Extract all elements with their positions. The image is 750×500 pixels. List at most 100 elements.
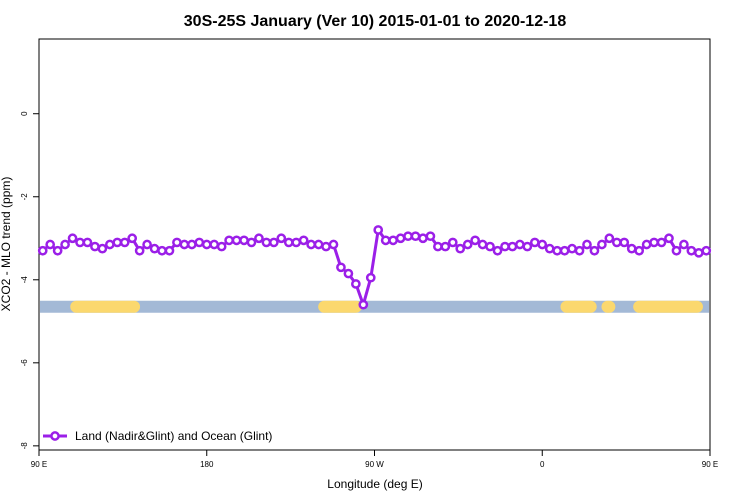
data-point — [119, 237, 130, 248]
data-point — [477, 239, 488, 250]
data-point — [641, 239, 652, 250]
data-point — [544, 243, 555, 254]
data-point — [142, 239, 152, 250]
data-point — [112, 237, 123, 248]
data-point — [611, 237, 622, 248]
y-tick-label: -2 — [20, 193, 29, 201]
chart-title: 30S-25S January (Ver 10) 2015-01-01 to 2… — [184, 13, 567, 30]
data-point — [529, 237, 540, 248]
data-point — [149, 243, 160, 254]
data-point — [97, 243, 108, 254]
data-point — [515, 239, 525, 250]
data-point — [522, 241, 533, 252]
data-point — [403, 231, 413, 242]
data-point — [455, 243, 466, 254]
data-point — [679, 239, 689, 250]
data-point — [552, 245, 563, 256]
data-point — [373, 225, 384, 235]
x-axis-label: Longitude (deg E) — [327, 477, 422, 491]
data-point — [201, 239, 212, 250]
x-axis-ticks: 90 E 180 90 W 0 90 E — [31, 450, 718, 469]
data-point — [186, 239, 197, 250]
data-point — [291, 237, 302, 248]
y-tick-label: -8 — [20, 442, 29, 450]
y-tick-label: -4 — [20, 276, 29, 284]
legend-marker — [50, 431, 60, 441]
data-point — [164, 245, 175, 256]
data-point — [269, 237, 279, 248]
data-point — [127, 233, 138, 244]
data-point — [447, 237, 458, 248]
data-point — [589, 245, 600, 256]
data-point — [239, 235, 249, 246]
data-point — [656, 237, 667, 248]
data-point — [67, 233, 78, 244]
data-point — [283, 237, 294, 248]
y-axis-label: XCO2 - MLO trend (ppm) — [0, 177, 13, 312]
data-point — [395, 233, 406, 244]
data-point — [52, 245, 63, 256]
data-point — [216, 241, 227, 252]
data-point — [134, 245, 145, 256]
y-axis-ticks: 0 -2 -4 -6 -8 — [20, 111, 39, 449]
data-point — [172, 237, 182, 248]
data-point — [313, 239, 324, 250]
data-point — [254, 233, 264, 244]
data-point — [462, 239, 473, 250]
data-point — [157, 245, 167, 256]
series-layer — [37, 225, 712, 310]
data-point — [306, 239, 316, 250]
data-point — [45, 239, 56, 250]
data-point — [626, 243, 637, 254]
x-tick-label: 180 — [200, 460, 214, 469]
x-tick-label: 90 W — [365, 460, 384, 469]
data-point — [582, 239, 592, 250]
data-point — [194, 237, 205, 248]
data-point — [507, 241, 518, 252]
data-point — [649, 237, 659, 248]
data-point — [358, 299, 369, 310]
data-point — [433, 241, 443, 252]
data-point — [276, 233, 287, 244]
data-point — [224, 235, 234, 246]
data-point — [351, 279, 361, 289]
data-point — [537, 239, 548, 250]
x-tick-label: 90 E — [31, 460, 47, 469]
data-point — [388, 235, 398, 246]
legend: Land (Nadir&Glint) and Ocean (Glint) — [43, 429, 272, 443]
x-tick-label: 0 — [540, 460, 545, 469]
data-point — [425, 231, 436, 242]
data-point — [701, 245, 712, 256]
data-point — [410, 231, 421, 242]
data-point — [209, 239, 220, 250]
data-point — [104, 239, 115, 250]
data-point — [686, 245, 697, 256]
data-point — [693, 247, 704, 258]
data-point — [321, 241, 331, 252]
data-point — [82, 237, 93, 248]
data-point — [60, 239, 70, 250]
data-point — [37, 245, 48, 256]
data-point — [604, 233, 615, 244]
data-point — [328, 239, 339, 250]
data-point — [500, 241, 510, 252]
data-point — [567, 243, 577, 254]
data-point — [336, 262, 346, 273]
data-point — [597, 239, 607, 250]
x-tick-label: 90 E — [702, 460, 718, 469]
data-point — [418, 233, 428, 244]
data-point — [634, 245, 645, 256]
data-point — [619, 237, 630, 248]
data-point — [671, 245, 682, 256]
data-point — [179, 239, 190, 250]
data-point — [298, 235, 309, 246]
y-tick-label: 0 — [20, 111, 29, 116]
data-point — [664, 233, 674, 244]
data-point — [380, 235, 391, 246]
data-point — [261, 237, 272, 248]
data-point — [574, 245, 585, 256]
legend-label: Land (Nadir&Glint) and Ocean (Glint) — [75, 429, 272, 443]
data-point — [485, 241, 495, 252]
data-point — [470, 235, 480, 246]
data-point — [440, 241, 451, 252]
